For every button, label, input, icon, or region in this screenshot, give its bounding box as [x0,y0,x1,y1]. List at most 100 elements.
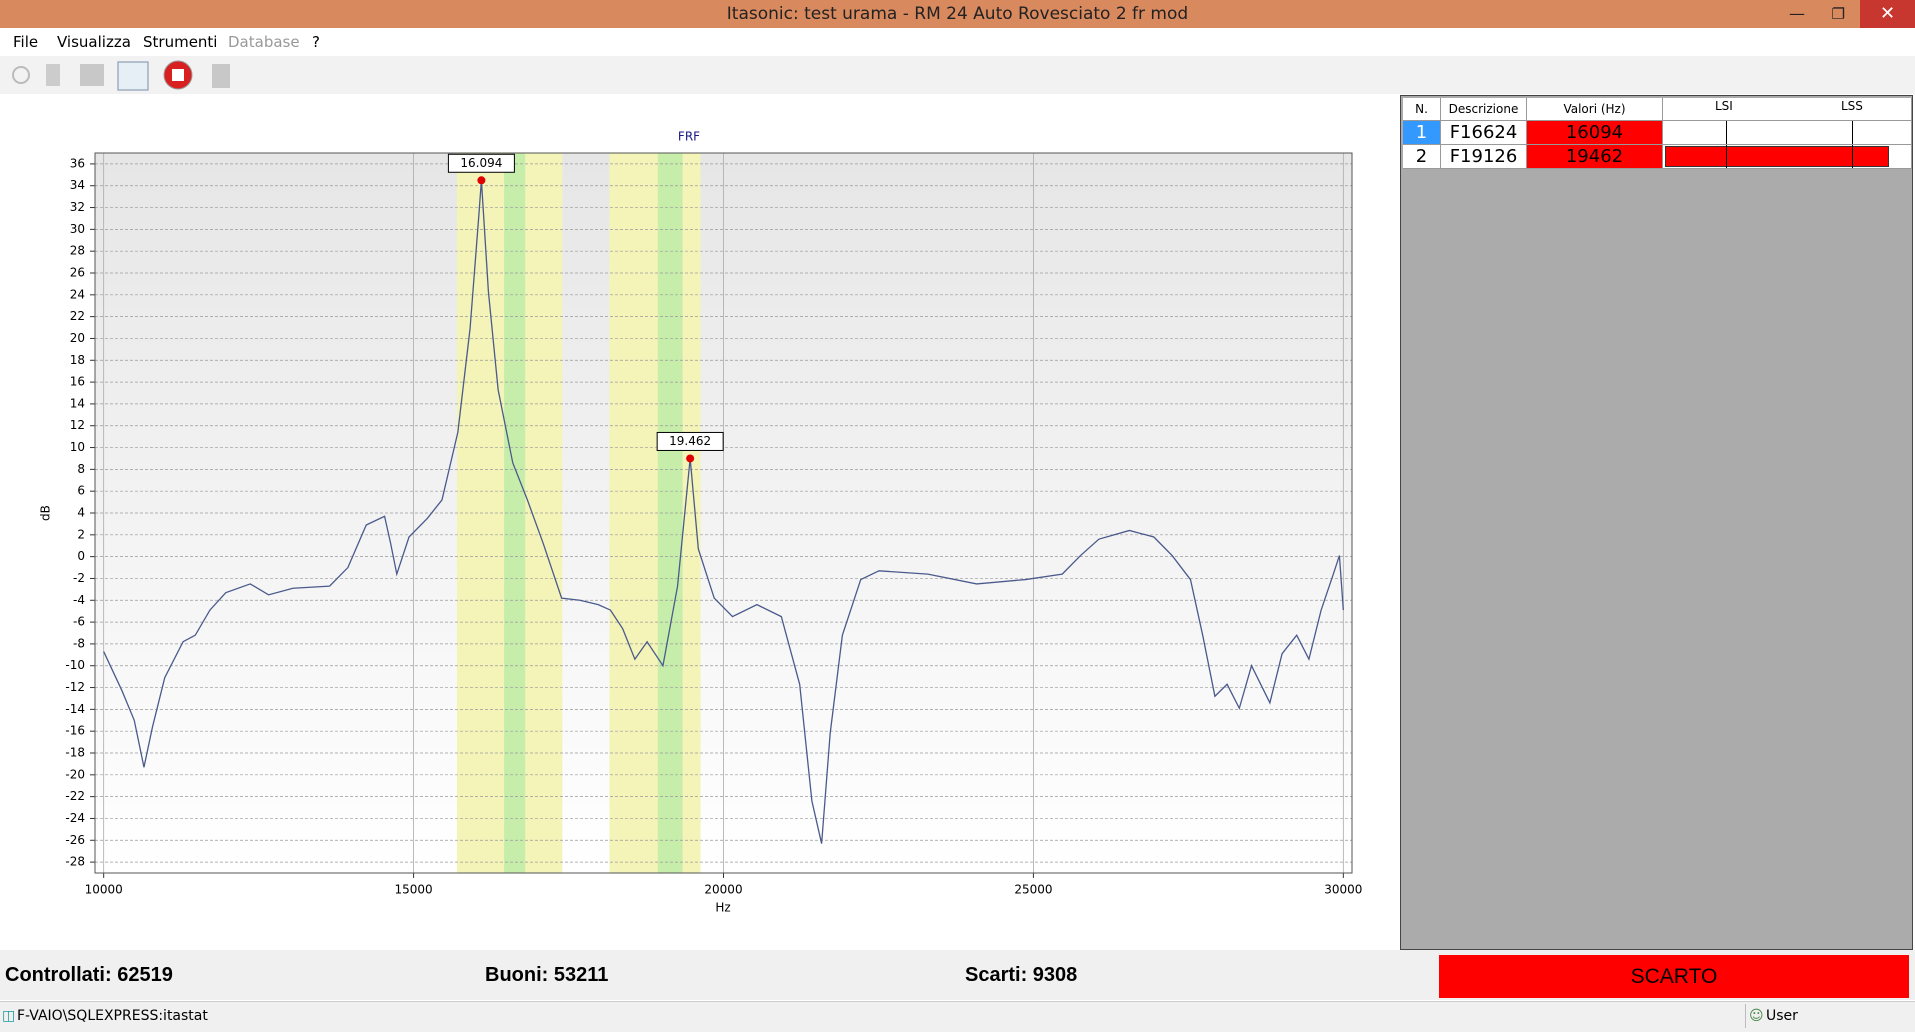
counter: Buoni: 53211 [485,964,609,986]
lss-line [1852,121,1853,144]
maximize-button[interactable]: ❐ [1831,5,1845,23]
y-tick-label: 22 [70,309,85,323]
table-header: Valori (Hz) [1527,98,1663,121]
lsi-line [1726,121,1727,144]
x-axis-label: Hz [715,901,730,915]
menu-bar: File Visualizza Strumenti Database ? [0,28,1915,56]
y-tick-label: -14 [65,702,85,716]
row-number[interactable]: 2 [1403,145,1441,169]
y-tick-label: -16 [65,724,85,738]
y-tick-label: 4 [77,506,85,520]
chart-title: FRF [678,130,700,144]
peak-label: 16.094 [460,156,502,170]
menu-item[interactable]: Strumenti [143,33,218,51]
stop-square [172,69,184,81]
y-axis-label: dB [39,505,53,521]
x-tick-label: 25000 [1014,883,1052,897]
menu-item[interactable]: Visualizza [57,33,131,51]
row-description: F16624 [1441,121,1527,145]
y-tick-label: 20 [70,331,85,345]
result-indicator: SCARTO [1439,955,1909,998]
frf-line [103,180,1344,844]
db-icon: ◫ [2,1008,16,1024]
status-bar: ◫ F-VAIO\SQLEXPRESS:itastat ☺ User [0,1001,1915,1032]
lss-line [1852,145,1853,168]
peak-label-box [447,153,515,173]
zoom-icon[interactable] [12,66,30,84]
lsi-line [1726,145,1727,168]
row-limits [1663,121,1912,145]
user-icon: ☺ [1749,1008,1764,1024]
y-tick-label: -18 [65,746,85,760]
row-description: F19126 [1441,145,1527,169]
open-icon[interactable] [46,64,60,86]
y-tick-label: 28 [70,244,85,258]
y-tick-label: 10 [70,440,85,454]
y-tick-label: -20 [65,767,85,781]
table-header: N. [1403,98,1441,121]
x-tick-label: 10000 [85,883,123,897]
y-tick-label: 6 [77,484,85,498]
settings-icon[interactable] [117,61,149,91]
y-tick-label: -4 [73,593,85,607]
user-name: User [1766,1008,1798,1024]
y-tick-label: 26 [70,266,85,280]
tolerance-band [504,153,526,873]
y-tick-label: -2 [73,571,85,585]
x-tick-label: 15000 [394,883,432,897]
y-tick-label: 12 [70,418,85,432]
toolbar-icons [12,60,230,91]
y-tick-label: 30 [70,222,85,236]
results-panel: N. Descrizione Valori (Hz) LSI LSS 1 F16… [1400,95,1913,950]
peak-label-box [656,431,724,451]
counter: Controllati: 62519 [5,964,173,986]
table-header: LSI [1715,99,1733,113]
row-number[interactable]: 1 [1403,121,1441,145]
x-tick-label: 30000 [1324,883,1362,897]
delete-icon[interactable] [212,64,230,88]
y-tick-label: 14 [70,396,85,410]
peak-marker [686,454,695,463]
menu-item: Database [228,33,300,51]
y-tick-label: -22 [65,789,85,803]
y-tick-label: -10 [65,658,85,672]
plot-frame [94,152,1353,874]
row-value: 16094 [1527,121,1663,145]
y-tick-label: -24 [65,811,85,825]
peak-label: 19.462 [669,434,711,448]
limit-bar [1665,146,1889,167]
window-title: Itasonic: test urama - RM 24 Auto Rovesc… [726,4,1189,24]
toolbar [0,56,1915,94]
y-tick-label: 36 [70,156,85,170]
connection-string: F-VAIO\SQLEXPRESS:itastat [17,1008,208,1024]
y-tick-label: 32 [70,200,85,214]
y-tick-label: -8 [73,636,85,650]
minimize-button[interactable]: — [1789,4,1805,23]
y-tick-label: 18 [70,353,85,367]
close-button[interactable]: ✕ [1860,0,1915,28]
y-tick-label: -12 [65,680,85,694]
save-icon[interactable] [80,64,104,86]
y-tick-label: -28 [65,855,85,869]
y-tick-label: 34 [70,178,85,192]
counter: Scarti: 9308 [965,964,1078,986]
y-tick-label: 16 [70,375,85,389]
x-tick-label: 20000 [704,883,742,897]
menu-item[interactable]: ? [312,33,320,51]
y-tick-label: 8 [77,462,85,476]
y-tick-label: -6 [73,615,85,629]
y-tick-label: 2 [77,527,85,541]
table-header-limits: LSI LSS [1663,98,1912,121]
table-header: LSS [1841,99,1863,113]
user-pane: ☺ User [1745,1004,1896,1028]
table-header: Descrizione [1441,98,1527,121]
y-tick-label: 0 [77,549,85,563]
chart: FRF Hz dB -28-26-24-22-20-18-16-14-12-10… [39,130,1363,915]
row-limits [1663,145,1912,169]
y-tick-label: 24 [70,287,85,301]
menu-item[interactable]: File [13,33,39,51]
peak-marker [477,176,486,185]
row-value: 19462 [1527,145,1663,169]
y-tick-label: -26 [65,833,85,847]
